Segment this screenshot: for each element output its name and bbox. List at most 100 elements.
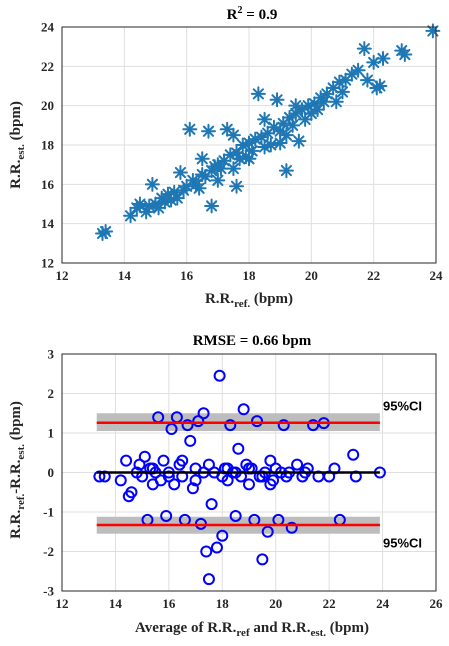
data-point-circle: [114, 474, 127, 487]
y-tick-label: 20: [41, 98, 54, 113]
y-tick-label: -1: [43, 505, 54, 520]
y-tick-label: 22: [41, 59, 54, 74]
data-point-asterisk: [278, 127, 294, 143]
data-point-circle: [291, 458, 304, 471]
data-point-asterisk: [200, 123, 216, 139]
data-point-asterisk: [350, 62, 366, 78]
y-tick-label: 14: [41, 216, 55, 231]
data-point-asterisk: [263, 137, 279, 153]
data-point-circle: [251, 415, 264, 428]
x-tick-label: 22: [367, 268, 380, 283]
x-tick-label: 12: [56, 596, 69, 611]
x-tick-label: 20: [269, 596, 282, 611]
chart1-points: [95, 23, 441, 241]
data-point-circle: [243, 478, 255, 491]
data-point-asterisk: [291, 133, 307, 149]
data-point-asterisk: [172, 165, 188, 181]
data-point-circle: [216, 529, 229, 542]
data-point-circle: [176, 454, 189, 467]
data-point-asterisk: [225, 161, 241, 177]
data-point-circle: [181, 419, 194, 432]
y-tick-label: 12: [41, 256, 54, 271]
chart2-y-ticks: -3 -2 -1 0 1 2 3: [43, 347, 54, 599]
x-tick-label: 12: [56, 268, 69, 283]
x-tick-label: 24: [376, 596, 390, 611]
y-tick-label: 16: [41, 177, 55, 192]
correlation-chart: R2 = 0.9 12 14 16 18 20 22 24 12 14 16 18 20 22 24 R…: [8, 5, 443, 310]
data-point-asterisk: [132, 196, 148, 212]
x-tick-label: 26: [430, 596, 444, 611]
data-point-asterisk: [191, 180, 207, 196]
data-point-circle: [157, 454, 170, 467]
data-point-circle: [133, 458, 146, 471]
data-point-circle: [202, 573, 215, 586]
chart2-x-axis-label: Average of R.R.ref and R.R.est. (bpm): [135, 620, 369, 639]
x-tick-label: 24: [430, 268, 444, 283]
data-point-asterisk: [356, 41, 372, 57]
data-point-circle: [202, 458, 215, 471]
data-point-asterisk: [257, 139, 273, 155]
chart2-y-axis-label: R.R.ref.-R.R.est. (bpm): [8, 401, 27, 539]
data-point-circle: [160, 509, 173, 522]
data-point-asterisk: [235, 137, 251, 153]
data-point-circle: [285, 521, 298, 534]
data-point-circle: [120, 454, 133, 467]
x-tick-label: 22: [323, 596, 336, 611]
chart2-points: [93, 369, 386, 586]
data-point-asterisk: [269, 92, 285, 108]
x-tick-label: 14: [118, 268, 132, 283]
upper-ci-label: 95%CI: [383, 398, 422, 413]
data-point-circle: [307, 419, 320, 432]
data-point-circle: [165, 423, 178, 436]
x-tick-label: 20: [305, 268, 318, 283]
data-point-asterisk: [328, 94, 344, 110]
data-point-asterisk: [335, 84, 350, 100]
chart2-title: RMSE = 0.66 bpm: [193, 333, 312, 349]
y-tick-label: 2: [48, 386, 55, 401]
data-point-asterisk: [397, 47, 413, 63]
data-point-asterisk: [250, 86, 266, 102]
chart2-x-ticks: 12 14 16 18 20 22 24 26: [56, 596, 444, 611]
data-point-asterisk: [278, 163, 294, 179]
data-point-asterisk: [310, 102, 326, 118]
y-tick-label: -3: [43, 584, 54, 599]
data-point-asterisk: [123, 208, 139, 224]
data-point-circle: [264, 454, 277, 467]
y-tick-label: 18: [41, 138, 55, 153]
data-point-circle: [213, 369, 226, 382]
x-tick-label: 14: [109, 596, 123, 611]
data-point-circle: [224, 419, 237, 432]
chart1-y-ticks: 12 14 16 18 20 22 24: [41, 20, 55, 271]
y-tick-label: -2: [43, 544, 54, 559]
data-point-circle: [237, 403, 250, 416]
y-tick-label: 0: [48, 465, 55, 480]
data-point-circle: [347, 448, 360, 461]
x-tick-label: 18: [216, 596, 230, 611]
chart1-plot-frame: [61, 26, 437, 264]
data-point-asterisk: [260, 125, 276, 141]
data-point-circle: [229, 509, 242, 522]
data-point-circle: [210, 541, 223, 554]
data-point-circle: [192, 415, 205, 428]
data-point-circle: [125, 486, 138, 499]
data-point-asterisk: [425, 23, 441, 39]
data-point-asterisk: [210, 172, 226, 188]
x-tick-label: 18: [243, 268, 257, 283]
data-point-asterisk: [151, 200, 167, 216]
data-point-asterisk: [169, 190, 185, 206]
x-tick-label: 16: [180, 268, 194, 283]
x-tick-label: 16: [162, 596, 176, 611]
data-point-asterisk: [194, 151, 210, 167]
data-point-asterisk: [372, 78, 388, 94]
lower-ci-label: 95%CI: [383, 536, 422, 551]
data-point-circle: [186, 482, 199, 495]
chart1-x-axis-label: R.R.ref. (bpm): [205, 291, 293, 310]
data-point-circle: [277, 419, 290, 432]
data-point-asterisk: [247, 131, 263, 147]
data-point-circle: [205, 498, 218, 511]
data-point-asterisk: [359, 72, 375, 88]
data-point-asterisk: [288, 98, 304, 114]
data-point-asterisk: [225, 127, 241, 143]
data-point-asterisk: [285, 117, 301, 133]
